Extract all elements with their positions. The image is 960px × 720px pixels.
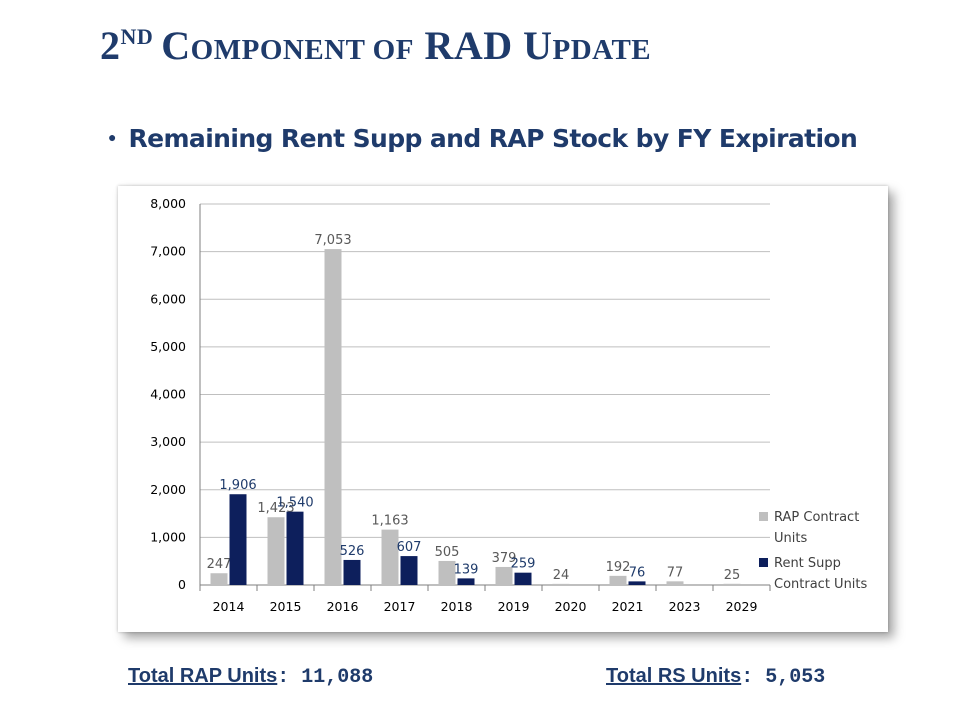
bar-rap [609,575,627,585]
legend-label-rent-supp-line2: Contract Units [774,577,868,592]
data-label-rent-supp: 607 [397,540,422,555]
title-update: PDATE [552,34,652,66]
x-tick-label: 2020 [555,599,587,614]
bullet-dot-icon: ● [108,129,117,145]
bar-rap [210,573,228,585]
y-tick-label: 8,000 [150,196,186,211]
chart-frame: 0 1,000 2,000 3,000 4,000 5,000 6,000 7,000 8,00… [118,186,888,632]
total-rs-value: : 5,053 [741,666,826,689]
y-tick-label: 1,000 [150,529,186,544]
y-tick-label: 2,000 [150,482,186,497]
bar-rent-supp [457,578,475,585]
bar-rent-supp [628,581,646,585]
bar-rent-supp [343,559,361,585]
bar-rent-supp [229,494,247,585]
bar-rap [381,529,399,585]
data-label-rap: 247 [207,557,232,572]
x-tick-label: 2023 [669,599,701,614]
y-tick-label: 6,000 [150,291,186,306]
data-label-rap: 505 [435,545,460,560]
legend-label-rent-supp-line1: Rent Supp [774,556,841,571]
x-tick-label: 2014 [213,599,245,614]
data-label-rent-supp: 1,540 [276,496,313,511]
total-rs-label: Total RS Units [606,665,742,687]
title-rad-u: RAD U [424,23,553,68]
y-tick-label: 0 [178,577,186,592]
y-tick-label: 3,000 [150,434,186,449]
bar-rent-supp [514,572,532,585]
bullet-item: ● Remaining Rent Supp and RAP Stock by FY… [108,124,858,153]
x-tick-label: 2018 [441,599,473,614]
x-tick-label: 2017 [384,599,416,614]
data-label-rent-supp: 139 [454,562,479,577]
x-tick-label: 2021 [612,599,644,614]
title-letter-c: C [161,23,191,68]
bar-rent-supp [286,511,304,585]
total-rap-units: Total RAP Units: 11,088 [128,665,373,689]
total-rap-label: Total RAP Units [128,665,278,687]
bar-rap [495,566,513,585]
data-label-rent-supp: 76 [629,565,646,580]
y-tick-label: 7,000 [150,244,186,259]
bar-rap [723,583,741,585]
bar-chart: 0 1,000 2,000 3,000 4,000 5,000 6,000 7,000 8,00… [150,196,868,614]
legend-label-rap-line1: RAP Contract [774,510,859,525]
data-label-rap: 1,163 [371,514,408,529]
x-tick-label: 2019 [498,599,530,614]
legend-swatch-rent-supp [759,558,768,567]
data-label-rent-supp: 259 [511,557,536,572]
title-number: 2 [100,23,121,68]
bar-rap [324,249,342,585]
bar-rap [666,581,684,585]
data-label-rap: 7,053 [314,233,351,248]
bar-rap [552,583,570,585]
bullet-text: Remaining Rent Supp and RAP Stock by FY … [128,124,858,153]
bar-rent-supp [400,556,418,585]
data-label-rap: 1,423 [257,501,294,516]
title-component-of: OMPONENT OF [190,34,414,66]
data-label-rap: 77 [667,565,684,580]
data-label-rap: 192 [606,560,631,575]
x-tick-label: 2016 [327,599,359,614]
data-label-rent-supp: 526 [340,544,365,559]
y-tick-label: 5,000 [150,339,186,354]
bar-rap [438,560,456,585]
total-rs-units: Total RS Units: 5,053 [606,665,825,689]
legend-label-rap-line2: Units [774,531,807,546]
total-rap-value: : 11,088 [277,666,374,689]
slide-title: 2ND COMPONENT OF RAD UPDATE [100,22,651,69]
title-ordinal: ND [120,24,154,49]
legend-swatch-rap [759,512,768,521]
data-label-rent-supp: 1,906 [219,478,256,493]
data-label-rap: 379 [492,551,517,566]
data-label-rap: 25 [724,568,741,583]
bar-rap [267,517,285,585]
y-tick-label: 4,000 [150,387,186,402]
x-tick-label: 2029 [726,599,758,614]
data-label-rap: 24 [553,568,570,583]
x-tick-label: 2015 [270,599,302,614]
